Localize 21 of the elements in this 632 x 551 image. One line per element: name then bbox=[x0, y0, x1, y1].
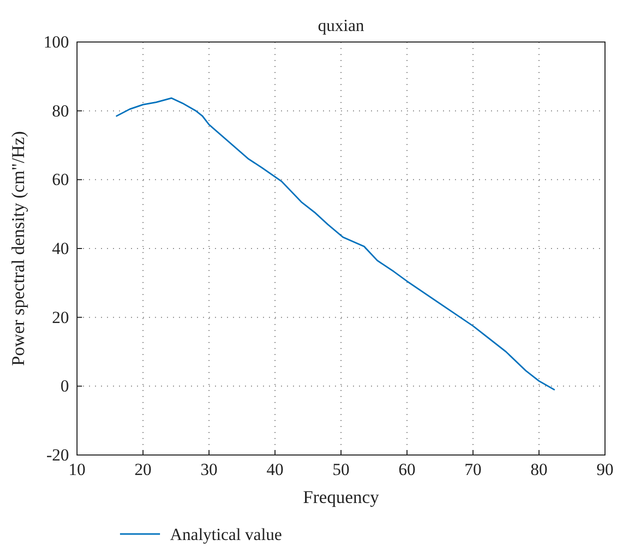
x-axis-title: Frequency bbox=[303, 487, 379, 507]
y-tick-label: 60 bbox=[52, 170, 69, 190]
y-axis-title: Power spectral density (cm"/Hz) bbox=[8, 131, 28, 366]
y-tick-label: 40 bbox=[52, 238, 69, 258]
legend-label: Analytical value bbox=[170, 525, 282, 544]
x-tick-label: 40 bbox=[266, 460, 284, 480]
x-tick-label: 50 bbox=[332, 460, 350, 480]
y-tick-label: -20 bbox=[46, 445, 69, 464]
y-tick-label: 0 bbox=[60, 376, 69, 396]
x-tick-label: 20 bbox=[134, 460, 152, 480]
y-tick-label: 100 bbox=[44, 32, 69, 52]
y-tick-label: 80 bbox=[52, 101, 69, 120]
x-tick-label: 60 bbox=[398, 460, 416, 480]
x-tick-label: 30 bbox=[200, 460, 218, 480]
line-series bbox=[116, 97, 555, 390]
x-tick-label: 80 bbox=[530, 460, 548, 480]
y-tick-label: 20 bbox=[52, 308, 69, 327]
chart-title: quxian bbox=[318, 16, 365, 35]
x-tick-label: 70 bbox=[464, 460, 482, 480]
x-tick-label: 10 bbox=[68, 460, 86, 480]
x-tick-label: 90 bbox=[596, 460, 614, 480]
